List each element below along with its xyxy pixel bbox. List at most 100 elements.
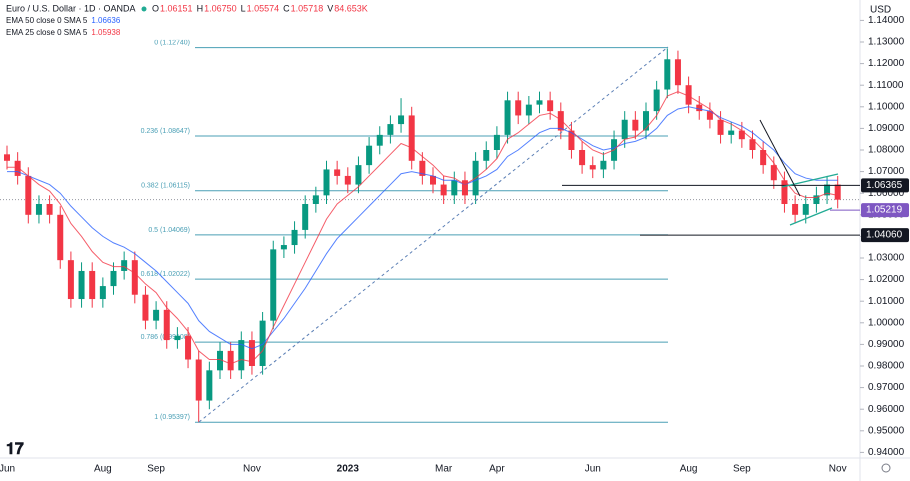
ohlc-value: 1.05574 (247, 3, 280, 13)
candle-body (153, 309, 160, 321)
candle-body (547, 100, 554, 112)
candle-body (14, 160, 21, 176)
candle-body (696, 104, 703, 112)
x-tick-label: Aug (94, 464, 112, 475)
legend-bg (0, 0, 380, 40)
y-tick-label: 1.06000 (868, 188, 905, 199)
candle-body (770, 165, 777, 181)
candle-body (89, 270, 96, 300)
logo[interactable]: 𝟏𝟕 (6, 441, 24, 458)
x-tick-label: Jun (585, 464, 601, 475)
channel-upper (781, 173, 839, 188)
symbol[interactable]: Euro / U.S. Dollar · 1D · OANDA (6, 3, 136, 13)
candle-body (270, 249, 277, 321)
candle-body (589, 165, 596, 170)
candle-body (621, 119, 628, 140)
candle-body (302, 204, 309, 230)
candle-body (238, 340, 245, 371)
settings-icon[interactable] (881, 463, 891, 473)
ohlc-key: V (327, 3, 333, 13)
x-tick-label: Jun (0, 464, 15, 475)
y-tick-label: 1.12000 (868, 58, 905, 69)
price-badge (861, 228, 909, 243)
y-tick-label: 0.99000 (868, 339, 905, 350)
candle-body (57, 214, 64, 261)
candle-body (67, 260, 74, 300)
x-tick-label: Mar (435, 464, 453, 475)
candle-body (419, 160, 426, 176)
trend-line (198, 46, 669, 423)
candle-body (248, 340, 255, 366)
candle-body (461, 180, 468, 196)
candle-body (99, 286, 106, 300)
ema-line (7, 106, 838, 350)
y-tick-label: 1.13000 (868, 37, 905, 48)
y-tick-label: 1.11000 (868, 80, 904, 91)
candle-body (728, 130, 735, 135)
candle-body (451, 180, 458, 196)
plot-area: 0 (1.12740) 0.236 (1.08647) 0.382 (1.06115… (0, 39, 860, 423)
candle-body (653, 89, 660, 112)
candle-body (110, 270, 117, 287)
candle-body (824, 184, 831, 196)
candle-body (792, 204, 799, 215)
candle-body (600, 160, 607, 170)
market-status (141, 6, 147, 12)
indicator-value: 1.05938 (91, 28, 120, 37)
candle-body (834, 184, 841, 200)
candle-body (142, 294, 149, 321)
x-tick-label: Aug (680, 464, 698, 475)
candle-body (493, 134, 500, 150)
candle-body (398, 115, 405, 125)
fib-label: 0 (1.12740) (154, 39, 190, 46)
candle-body (35, 204, 42, 215)
candle-body (568, 130, 575, 150)
y-tick-label: 1.09000 (868, 123, 905, 134)
y-tick-label: 1.08000 (868, 145, 905, 156)
y-tick-label: 1.07000 (868, 166, 905, 177)
ema-line (7, 91, 838, 365)
candle-body (664, 59, 671, 90)
candle-body (525, 104, 532, 116)
candle-body (674, 59, 681, 86)
candle-body (131, 260, 138, 295)
candle-body (760, 150, 767, 166)
fib-label: 0.618 (1.02022) (141, 271, 190, 278)
x-tick-label: Sep (147, 464, 165, 475)
y-tick-label: 0.97000 (868, 382, 905, 393)
x-tick-label: 2023 (337, 464, 360, 475)
ohlc-value: 1.06151 (160, 3, 193, 13)
price-badge-label: 1.06365 (866, 180, 903, 191)
candle-body (344, 175, 351, 185)
x-tick-label: Apr (489, 464, 505, 475)
candle-body (387, 124, 394, 135)
candle-body (685, 85, 692, 105)
y-tick-label: 0.98000 (868, 361, 905, 372)
currency[interactable]: USD (870, 5, 891, 16)
candle-body (536, 100, 543, 105)
candle-body (643, 111, 649, 131)
ohlc-legend: O 1.06151 H 1.06750 L 1.05574 C 1.05718 V 84.653K (152, 3, 368, 13)
candle-body (312, 195, 319, 204)
candle-body (813, 195, 820, 204)
y-tick-label: 1.02000 (868, 274, 905, 285)
y-tick-label: 1.01000 (868, 296, 905, 307)
candle-body (515, 100, 522, 116)
candle-body (334, 169, 341, 176)
candle-body (483, 150, 490, 161)
x-tick-label: Nov (243, 464, 261, 475)
candle-body (408, 115, 415, 161)
y-tick-label: 0.95000 (868, 425, 905, 436)
candle-body (717, 119, 724, 135)
candle-body (25, 175, 32, 215)
candle-body (632, 119, 639, 131)
ohlc-key: O (152, 3, 159, 13)
candle-body (280, 245, 287, 250)
candle-body (195, 359, 202, 401)
ohlc-value: 84.653K (334, 3, 368, 13)
y-tick-label: 1.10000 (868, 101, 905, 112)
candle-body (355, 165, 362, 185)
